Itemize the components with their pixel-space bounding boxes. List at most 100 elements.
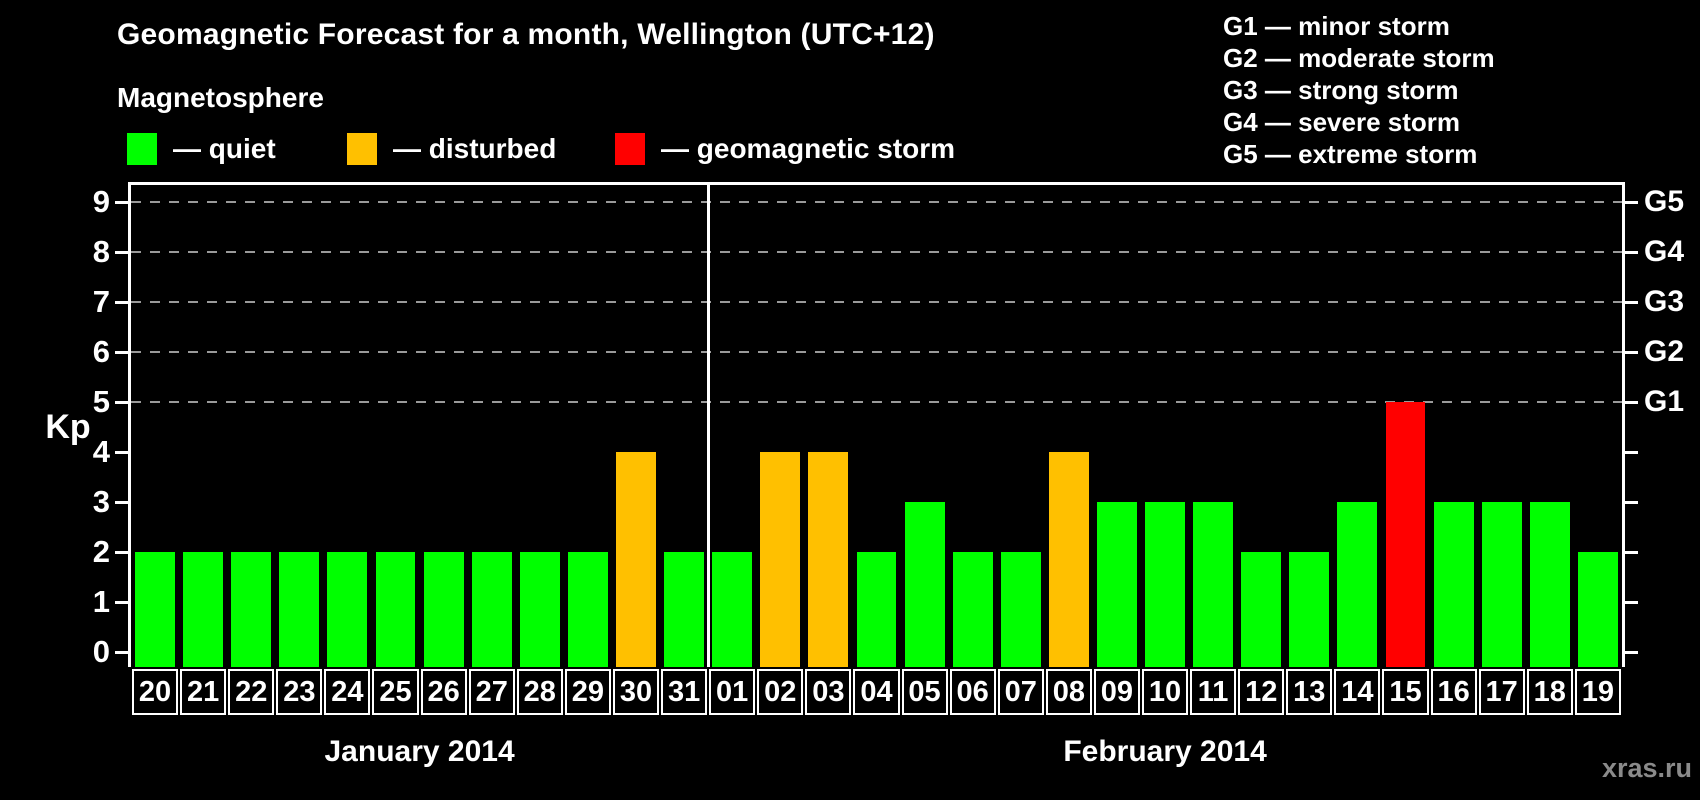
kp-bar <box>135 552 175 667</box>
bar-column-20 <box>131 185 179 667</box>
kp-bar <box>1048 452 1089 667</box>
y-axis-label-0: 0 <box>92 634 110 669</box>
day-label: 15 <box>1382 669 1429 715</box>
gridline-kp7 <box>131 301 1622 303</box>
kp-bar <box>616 452 656 667</box>
y-axis-label-2: 2 <box>92 534 110 569</box>
bars-layer <box>131 185 1622 667</box>
bar-column-29 <box>564 185 612 667</box>
day-axis-row: 20 21 22 23 24 25 26 27 28 29 30 31 01 02 03 04 05 06 07 08… <box>131 669 1622 715</box>
kp-bar <box>1096 502 1137 667</box>
bar-column-07 <box>997 185 1045 667</box>
g-legend-line: G2 — moderate storm <box>1223 43 1495 73</box>
g-axis-label-G1: G1 <box>1644 385 1685 418</box>
day-label: 03 <box>805 669 852 715</box>
day-label: 18 <box>1526 669 1573 715</box>
day-label: 16 <box>1430 669 1477 715</box>
kp-bar <box>1481 502 1522 667</box>
left-axis-tick <box>115 501 128 504</box>
bar-column-31 <box>660 185 708 667</box>
kp-bar <box>952 552 993 667</box>
day-label: 07 <box>997 669 1044 715</box>
kp-bar <box>1145 502 1185 667</box>
page-title: Geomagnetic Forecast for a month, Wellin… <box>117 18 935 51</box>
kp-bar <box>856 552 897 667</box>
g-axis-label-G3: G3 <box>1644 285 1685 318</box>
kp-bar <box>1385 402 1426 667</box>
y-axis-label-1: 1 <box>92 584 110 619</box>
day-label: 04 <box>853 669 900 715</box>
bar-column-09 <box>1093 185 1141 667</box>
kp-bar <box>519 552 560 667</box>
right-axis-tick <box>1625 251 1638 254</box>
y-axis-label-7: 7 <box>92 284 110 319</box>
day-label: 11 <box>1190 669 1237 715</box>
g-axis-label-G4: G4 <box>1644 235 1685 268</box>
bar-column-22 <box>227 185 275 667</box>
kp-bar <box>712 552 753 667</box>
magnetosphere-subtitle: Magnetosphere <box>117 82 324 113</box>
plot-area <box>128 182 1625 667</box>
kp-bar <box>327 552 368 667</box>
bar-column-25 <box>371 185 419 667</box>
day-label: 19 <box>1574 669 1621 715</box>
right-axis-tick <box>1625 201 1638 204</box>
bar-column-08 <box>1045 185 1093 667</box>
bar-column-16 <box>1430 185 1478 667</box>
right-axis-tick <box>1625 551 1638 554</box>
y-axis-title: Kp <box>45 408 91 446</box>
kp-bar <box>1577 552 1618 667</box>
kp-bar <box>183 552 224 667</box>
bar-column-03 <box>804 185 852 667</box>
g-scale-legend: G1 — minor storm G2 — moderate storm G3 … <box>1223 10 1495 170</box>
kp-bar <box>567 552 608 667</box>
day-label: 25 <box>372 669 419 715</box>
day-label: 24 <box>324 669 371 715</box>
day-label: 01 <box>709 669 756 715</box>
bar-column-30 <box>612 185 660 667</box>
gridline-kp8 <box>131 251 1622 253</box>
day-label: 09 <box>1093 669 1140 715</box>
watermark: xras.ru <box>1601 753 1692 783</box>
day-label: 08 <box>1045 669 1092 715</box>
kp-bar <box>760 452 801 667</box>
month-label-row: January 2014 February 2014 <box>131 735 1622 771</box>
g-axis-label-G2: G2 <box>1644 335 1685 368</box>
y-axis-label-6: 6 <box>92 334 110 369</box>
day-label: 14 <box>1334 669 1381 715</box>
bar-column-18 <box>1526 185 1574 667</box>
bar-column-21 <box>179 185 227 667</box>
bar-column-14 <box>1333 185 1381 667</box>
kp-bar <box>664 552 705 667</box>
day-label: 31 <box>661 669 708 715</box>
g-legend-line: G3 — strong storm <box>1223 75 1459 105</box>
left-axis-tick <box>115 301 128 304</box>
bar-column-12 <box>1237 185 1285 667</box>
legend-item-storm: — geomagnetic storm <box>615 131 955 167</box>
kp-bar <box>279 552 320 667</box>
kp-bar <box>471 552 512 667</box>
kp-bar <box>1433 502 1474 667</box>
bar-column-28 <box>516 185 564 667</box>
g-axis-label-G5: G5 <box>1644 185 1685 218</box>
legend-label: — quiet <box>173 133 276 164</box>
day-label: 23 <box>276 669 323 715</box>
left-axis-tick <box>115 201 128 204</box>
storm-color-swatch <box>615 133 645 165</box>
kp-bar <box>1000 552 1041 667</box>
left-axis-tick <box>115 451 128 454</box>
bar-column-05 <box>901 185 949 667</box>
day-label: 29 <box>564 669 611 715</box>
month-label: February 2014 <box>1063 735 1267 768</box>
y-axis-label-5: 5 <box>92 384 110 419</box>
left-axis-tick <box>115 601 128 604</box>
y-axis-label-9: 9 <box>92 184 110 219</box>
gridline-kp5 <box>131 401 1622 403</box>
bar-column-11 <box>1189 185 1237 667</box>
legend-label: — disturbed <box>393 133 557 164</box>
kp-bar <box>1241 552 1282 667</box>
month-separator-line <box>706 185 710 667</box>
kp-bar <box>1529 502 1570 667</box>
y-axis-label-4: 4 <box>92 434 110 469</box>
